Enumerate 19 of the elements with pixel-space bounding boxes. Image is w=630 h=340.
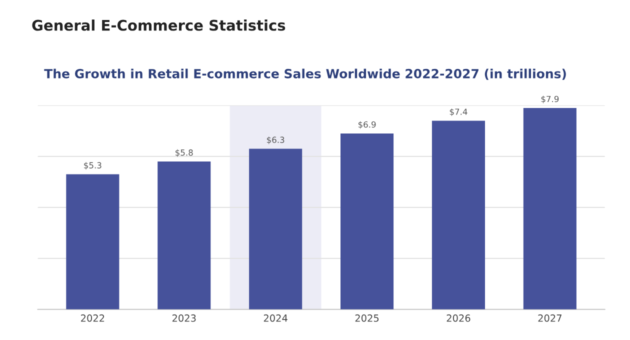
bar [158,162,211,310]
bar [523,108,576,310]
data-label: $5.8 [176,149,193,157]
bar [432,120,485,310]
bar [66,174,120,310]
x-tick-label: 2022 [81,314,104,322]
x-tick-label: 2024 [264,314,288,322]
x-tick-label: 2026 [446,314,470,322]
chart-subtitle: The Growth in Retail E-commerce Sales Worldwide 2022-2027 (in trillions) [44,68,566,80]
x-tick-label: 2023 [172,314,196,322]
data-label: $7.4 [450,108,468,116]
x-tick-label: 2025 [355,314,379,322]
bar [340,133,394,310]
data-label: $6.9 [358,121,376,129]
x-tick-label: 2027 [538,314,562,322]
data-label: $6.3 [266,136,284,144]
data-label: $7.9 [541,96,559,104]
data-label: $5.3 [84,162,102,170]
chart-title: General E-Commerce Statistics [32,20,286,31]
